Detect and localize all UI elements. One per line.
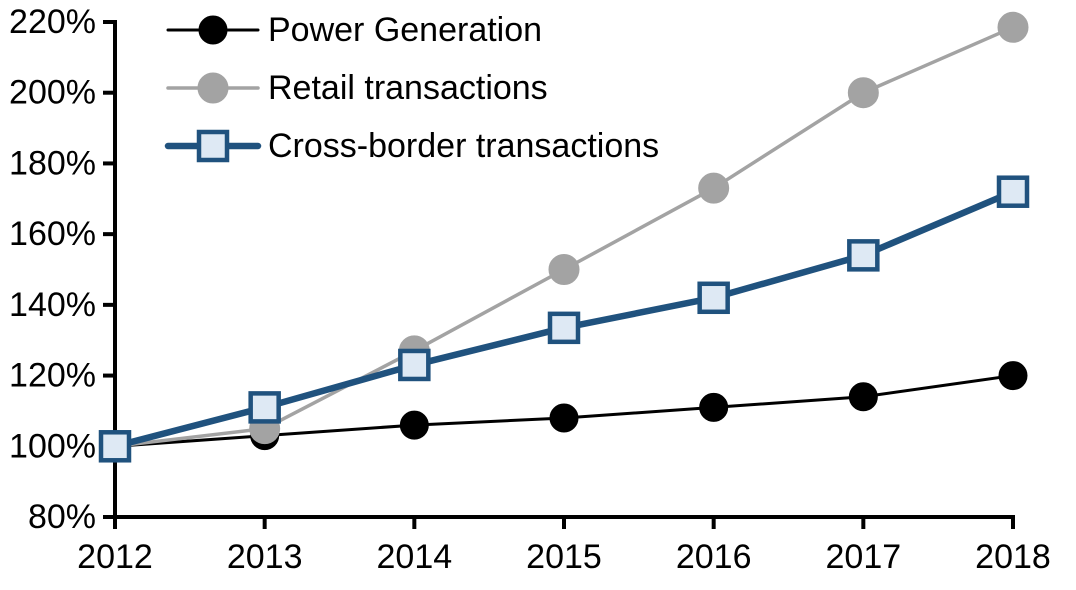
x-tick-label: 2016	[676, 538, 752, 576]
legend-label: Retail transactions	[268, 69, 548, 107]
x-tick-label: 2013	[227, 538, 303, 576]
legend-item-cross-border-transactions: Cross-border transactions	[164, 127, 659, 165]
legend-marker-circle	[197, 72, 229, 104]
y-tick-label: 200%	[9, 74, 96, 112]
x-tick-label: 2012	[77, 538, 153, 576]
data-point-power-generation-2018	[998, 361, 1028, 391]
data-point-retail-transactions-2017	[847, 77, 879, 109]
series-markers	[98, 11, 1030, 463]
legend-marker-circle	[198, 15, 228, 45]
legend: Power Generation Retail transactions Cross…	[164, 11, 659, 165]
y-tick-label: 140%	[9, 286, 96, 324]
data-point-power-generation-2016	[699, 392, 729, 422]
data-point-cross-border-transactions-2013	[248, 391, 281, 424]
y-tick-label: 100%	[9, 427, 96, 465]
data-point-cross-border-transactions-2016	[697, 281, 730, 315]
axes: 80% 100% 120% 140% 160% 180% 200% 220% 2012 2013 2…	[9, 3, 1051, 576]
data-point-cross-border-transactions-2018	[996, 175, 1030, 208]
legend-item-power-generation: Power Generation	[166, 11, 542, 49]
x-tick-label: 2014	[377, 538, 453, 576]
legend-marker-square	[196, 129, 230, 163]
y-tick-label: 120%	[9, 357, 96, 395]
y-tick-label: 220%	[9, 3, 96, 41]
data-point-retail-transactions-2016	[698, 172, 730, 204]
y-tick-label: 160%	[9, 215, 96, 253]
data-point-cross-border-transactions-2014	[398, 348, 431, 382]
data-point-retail-transactions-2015	[548, 254, 580, 285]
data-point-power-generation-2014	[399, 410, 429, 440]
y-tick-label: 80%	[28, 498, 96, 536]
data-point-power-generation-2015	[549, 403, 579, 433]
data-point-cross-border-transactions-2017	[847, 239, 880, 272]
data-point-cross-border-transactions-2012	[98, 430, 132, 463]
legend-label: Cross-border transactions	[268, 127, 659, 165]
x-tick-label: 2018	[975, 538, 1051, 576]
x-tick-label: 2015	[526, 538, 602, 576]
y-tick-label: 180%	[9, 144, 96, 182]
x-tick-label: 2017	[826, 538, 902, 576]
data-point-cross-border-transactions-2015	[547, 311, 581, 345]
data-point-power-generation-2017	[848, 382, 878, 412]
data-point-retail-transactions-2018	[997, 11, 1029, 43]
legend-label: Power Generation	[268, 11, 542, 49]
legend-item-retail-transactions: Retail transactions	[166, 69, 548, 107]
